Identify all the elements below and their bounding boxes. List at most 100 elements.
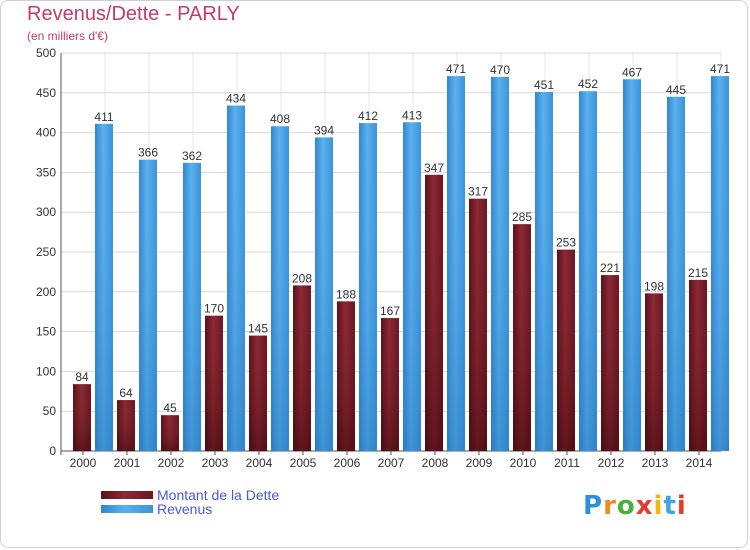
data-label-dette: 64 — [119, 386, 133, 400]
logo-letter: P — [583, 491, 604, 521]
x-tick-label: 2000 — [70, 456, 97, 470]
data-label-revenus: 467 — [622, 65, 642, 79]
y-tick-label: 50 — [43, 404, 57, 418]
bar-dette-shade — [337, 301, 355, 451]
bar-dette-shade — [557, 249, 575, 451]
data-label-revenus: 366 — [138, 146, 158, 160]
bar-dette-shade — [689, 279, 707, 451]
bar-dette-shade — [645, 293, 663, 451]
data-label-dette: 170 — [204, 302, 224, 316]
proxiti-logo: Proxiti — [583, 491, 687, 521]
bar-dette-shade — [425, 174, 443, 451]
data-label-dette: 45 — [163, 401, 177, 415]
chart-title: Revenus/Dette - PARLY — [27, 3, 240, 25]
logo-letter: r — [603, 491, 617, 521]
data-label-revenus: 471 — [710, 62, 730, 76]
x-tick-label: 2008 — [422, 456, 449, 470]
data-label-dette: 198 — [644, 279, 664, 293]
data-label-revenus: 412 — [358, 109, 378, 123]
legend-swatch-dette — [101, 491, 153, 499]
bar-dette-shade — [381, 318, 399, 451]
data-label-dette: 145 — [248, 322, 268, 336]
y-tick-label: 300 — [36, 205, 56, 219]
x-tick-label: 2011 — [554, 456, 580, 470]
y-tick-label: 100 — [36, 364, 56, 378]
data-label-revenus: 394 — [314, 123, 334, 137]
y-tick-label: 500 — [36, 46, 56, 60]
bar-revenus-shade — [139, 159, 157, 451]
data-label-revenus: 362 — [182, 149, 202, 163]
bar-revenus-shade — [271, 126, 289, 452]
bar-revenus-shade — [623, 79, 641, 451]
data-label-revenus: 411 — [94, 110, 113, 124]
data-label-revenus: 471 — [446, 62, 466, 76]
x-tick-label: 2007 — [378, 456, 405, 470]
logo-letter: t — [663, 491, 677, 521]
data-label-revenus: 434 — [226, 92, 246, 106]
bar-revenus-shade — [491, 76, 509, 451]
bar-revenus-shade — [711, 76, 729, 452]
bar-revenus-shade — [667, 96, 685, 451]
data-label-revenus: 470 — [490, 63, 510, 77]
data-label-revenus: 445 — [666, 83, 686, 97]
bar-dette-shade — [73, 384, 91, 451]
logo-letter: i — [653, 491, 664, 521]
data-label-dette: 221 — [600, 261, 620, 275]
data-label-dette: 84 — [75, 370, 89, 384]
x-tick-label: 2005 — [290, 456, 317, 470]
data-label-revenus: 408 — [270, 112, 290, 126]
data-label-revenus: 452 — [578, 77, 598, 91]
data-label-dette: 317 — [468, 185, 488, 199]
y-tick-label: 400 — [36, 126, 56, 140]
bar-revenus-shade — [95, 123, 113, 452]
data-label-dette: 215 — [688, 266, 708, 280]
x-tick-label: 2004 — [246, 456, 273, 470]
data-label-dette: 285 — [512, 210, 532, 224]
bar-revenus-shade — [579, 91, 597, 451]
bar-dette-shade — [293, 285, 311, 451]
y-tick-label: 350 — [36, 165, 56, 179]
x-tick-label: 2013 — [642, 456, 669, 470]
y-tick-label: 450 — [36, 86, 56, 100]
x-tick-label: 2010 — [510, 456, 537, 470]
logo-letter: x — [635, 491, 654, 521]
legend-label-revenus: Revenus — [157, 501, 213, 517]
y-tick-label: 0 — [49, 444, 56, 458]
bar-revenus-shade — [315, 137, 333, 451]
x-tick-label: 2001 — [114, 456, 141, 470]
data-label-revenus: 451 — [534, 78, 554, 92]
y-tick-label: 250 — [36, 245, 56, 259]
bar-revenus-shade — [183, 162, 201, 451]
chart-subtitle: (en milliers d'€) — [27, 29, 108, 43]
x-tick-label: 2006 — [334, 456, 361, 470]
bar-dette-shade — [205, 315, 223, 451]
bar-dette-shade — [117, 400, 135, 451]
logo-letter: o — [616, 491, 636, 521]
data-label-dette: 167 — [380, 304, 400, 318]
y-tick-label: 150 — [36, 325, 56, 339]
y-tick-label: 200 — [36, 285, 56, 299]
bar-revenus-shade — [447, 76, 465, 452]
legend-label-dette: Montant de la Dette — [157, 487, 280, 503]
bar-dette-shade — [601, 275, 619, 451]
data-label-dette: 188 — [336, 287, 356, 301]
data-label-dette: 347 — [424, 161, 444, 175]
bar-dette-shade — [249, 335, 267, 451]
logo-letter: i — [676, 491, 687, 521]
bar-revenus-shade — [227, 105, 245, 451]
bar-dette-shade — [469, 198, 487, 451]
data-label-dette: 253 — [556, 236, 576, 250]
x-tick-label: 2002 — [158, 456, 185, 470]
legend-swatch-revenus — [101, 505, 153, 513]
bar-dette-shade — [513, 224, 531, 451]
data-label-dette: 208 — [292, 271, 312, 285]
bar-dette-shade — [161, 415, 179, 451]
bar-revenus-shade — [403, 122, 421, 451]
x-tick-label: 2009 — [466, 456, 493, 470]
x-tick-label: 2012 — [598, 456, 625, 470]
data-label-revenus: 413 — [402, 108, 422, 122]
bar-revenus-shade — [359, 123, 377, 451]
x-tick-label: 2003 — [202, 456, 229, 470]
